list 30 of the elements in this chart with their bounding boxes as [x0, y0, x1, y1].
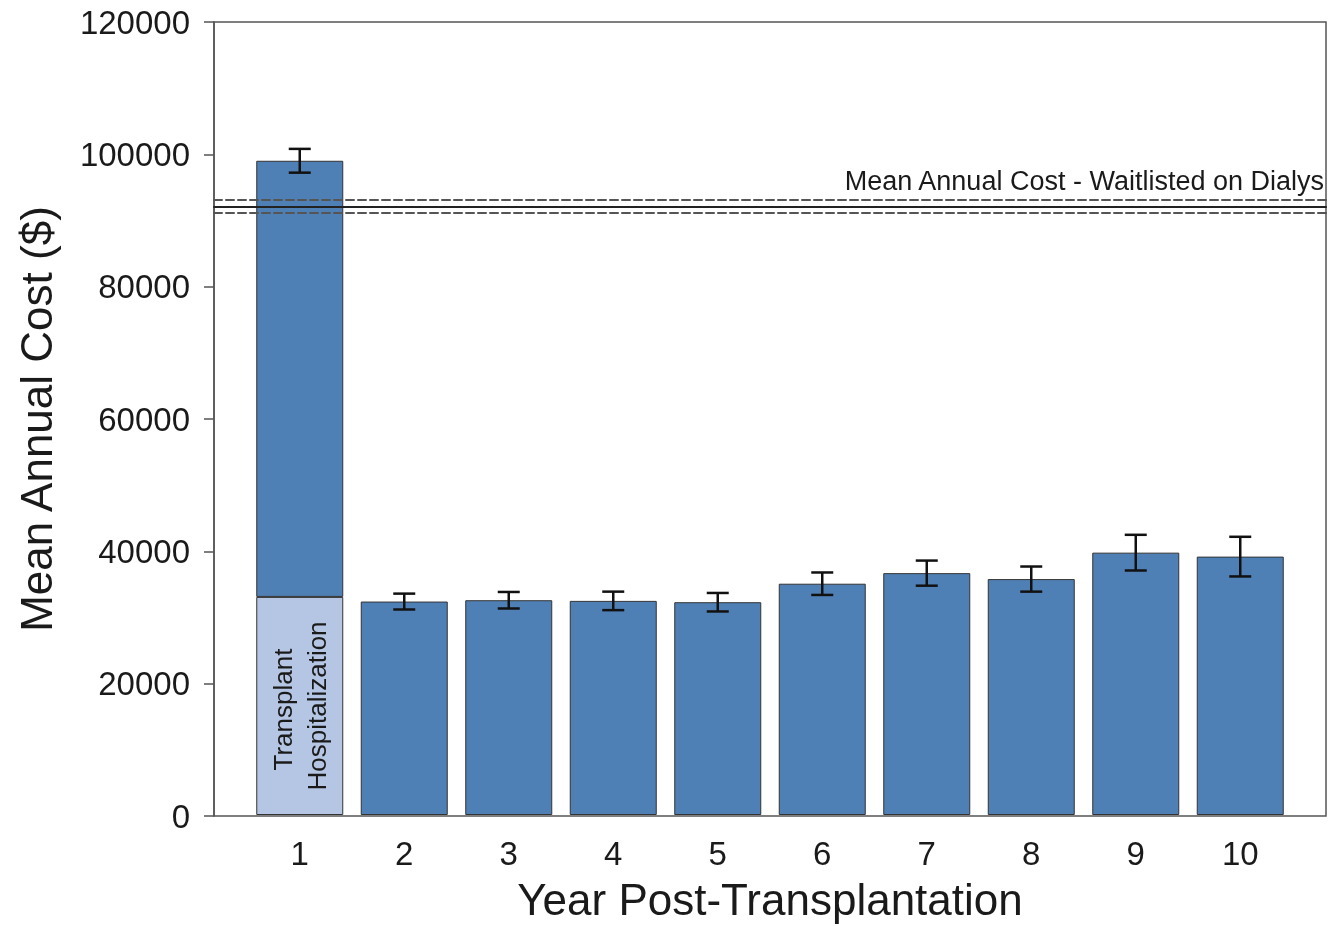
bar — [987, 579, 1075, 815]
x-tick-label: 5 — [708, 835, 727, 872]
x-tick-label: 10 — [1221, 835, 1259, 872]
bar — [360, 601, 448, 815]
x-tick-label: 2 — [395, 835, 414, 872]
y-tick-label: 20000 — [98, 665, 190, 703]
x-tick-label: 9 — [1126, 835, 1145, 872]
x-tick-label: 6 — [813, 835, 832, 872]
y-tick-label: 100000 — [79, 135, 190, 173]
x-tick-label: 8 — [1022, 835, 1041, 872]
y-axis-title: Mean Annual Cost ($) — [11, 206, 61, 632]
bar — [674, 602, 762, 815]
bar — [883, 573, 971, 815]
bar — [569, 600, 657, 815]
ref-line-label: Mean Annual Cost - Waitlisted on Dialys — [844, 166, 1324, 197]
x-tick-label: 4 — [604, 835, 623, 872]
y-tick-label: 120000 — [79, 3, 190, 41]
y-tick-label: 80000 — [98, 268, 190, 306]
x-tick-label: 7 — [917, 835, 936, 872]
y-tick-label: 0 — [171, 797, 190, 835]
bar — [465, 600, 553, 815]
bar — [778, 583, 866, 815]
x-tick-label: 3 — [499, 835, 518, 872]
series-label: Transplant Hospitalization — [267, 621, 332, 791]
bar — [1196, 556, 1284, 815]
x-axis-title: Year Post-Transplantation — [517, 874, 1023, 924]
y-tick-label: 40000 — [98, 532, 190, 570]
bar — [1092, 552, 1180, 815]
y-tick-label: 60000 — [98, 400, 190, 438]
x-tick-label: 1 — [290, 835, 309, 872]
